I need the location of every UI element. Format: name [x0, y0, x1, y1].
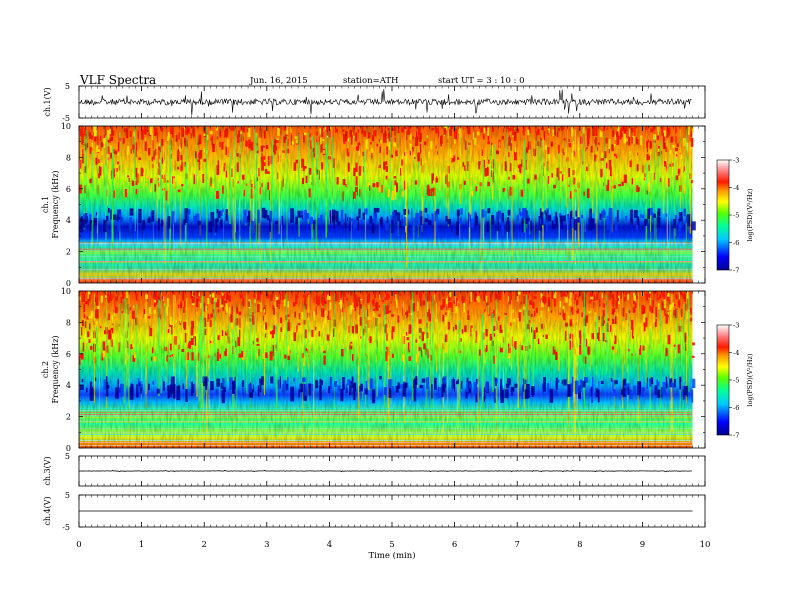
waveform-trace [78, 88, 692, 116]
y-tick-label: 4 [66, 216, 71, 225]
y-tick-label: 4 [66, 381, 71, 390]
x-tick-label: 6 [452, 540, 457, 550]
y-tick-label: 2 [66, 413, 71, 422]
colorbar-tick-label: -7 [733, 432, 739, 440]
start-time-label: start UT = 3 : 10 : 0 [438, 76, 525, 86]
frequency-axis-label: Frequency (kHz) [51, 170, 60, 238]
frequency-axis-label: Frequency (kHz) [51, 335, 60, 403]
x-tick-label: 3 [264, 540, 269, 550]
voltage-axis-label: ch.3(V) [43, 456, 52, 485]
y-tick-label: 5 [65, 452, 70, 461]
colorbar-tick-label: -4 [733, 184, 739, 192]
y-tick-label: 2 [66, 248, 71, 257]
x-tick-label: 1 [139, 540, 144, 550]
x-tick-label: 0 [76, 540, 81, 550]
colorbar-label: log(PSD)(V²/Hz) [746, 188, 754, 241]
colorbar-tick-label: -5 [733, 212, 739, 220]
y-tick-label: 0 [66, 279, 71, 288]
colorbar-label: log(PSD)(V²/Hz) [746, 353, 754, 406]
y-tick-label: 5 [65, 82, 70, 91]
colorbar-tick-label: -6 [733, 239, 739, 247]
y-tick-label: 6 [66, 185, 71, 194]
y-tick-label: 10 [61, 122, 71, 131]
x-tick-label: 9 [640, 540, 645, 550]
channel-label: ch.2 [41, 361, 50, 378]
colorbar-tick-label: -5 [733, 377, 739, 385]
y-tick-label: 10 [61, 287, 71, 296]
voltage-axis-label: ch.1(V) [43, 87, 52, 116]
waveform-trace [78, 469, 692, 473]
figure-title: VLF Spectra [80, 73, 157, 87]
x-axis-label: Time (min) [368, 550, 415, 561]
station-label: station=ATH [343, 76, 399, 86]
colorbar-tick-label: -4 [733, 349, 739, 357]
y-tick-label: 5 [65, 491, 70, 500]
y-tick-label: -5 [62, 523, 70, 532]
colorbar-tick-label: -3 [733, 322, 739, 330]
channel-label: ch.1 [41, 196, 50, 213]
y-tick-label: -5 [62, 114, 70, 123]
x-tick-label: 8 [577, 540, 582, 550]
y-tick-label: 6 [66, 350, 71, 359]
y-tick-label: 0 [66, 444, 71, 453]
y-tick-label: 8 [66, 153, 71, 162]
x-tick-label: 4 [327, 540, 332, 550]
x-tick-label: 2 [201, 540, 206, 550]
voltage-axis-label: ch.4(V) [43, 496, 52, 525]
colorbar [716, 324, 730, 436]
colorbar-tick-label: -6 [733, 404, 739, 412]
y-tick-label: 8 [66, 318, 71, 327]
colorbar-tick-label: -7 [733, 267, 739, 275]
date-label: Jun. 16, 2015 [250, 76, 308, 86]
colorbar-tick-label: -3 [733, 157, 739, 165]
x-tick-label: 7 [514, 540, 519, 550]
colorbar [716, 159, 730, 271]
x-tick-label: 10 [700, 540, 711, 550]
x-tick-label: 5 [389, 540, 394, 550]
